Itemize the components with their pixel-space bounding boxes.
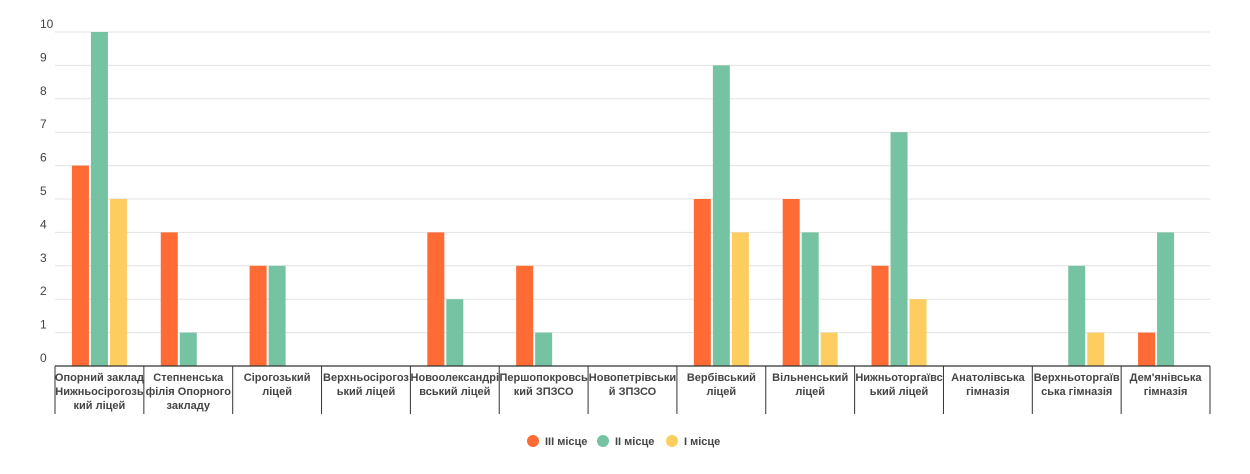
category-label: Нижньосірогозь: [55, 386, 144, 398]
category-label: Новоолександрі: [411, 372, 500, 384]
bar: [1087, 332, 1105, 366]
category-label: Верхньосірогоз: [323, 372, 409, 384]
y-tick-label: 1: [40, 318, 47, 332]
category-label: Вільненський: [772, 372, 848, 384]
category-label: закладу: [167, 400, 211, 412]
category-label: ська гімназія: [1041, 386, 1112, 398]
bar: [801, 232, 819, 366]
legend-swatch: [597, 435, 609, 447]
category-label: Степненська: [153, 372, 224, 384]
category-label: ький ліцей: [337, 386, 396, 398]
bar: [90, 32, 108, 366]
bar: [179, 332, 197, 366]
bar: [427, 232, 445, 366]
y-axis-ticks: 0 1 2 3 4 5 6 7 8 9 10: [40, 17, 54, 365]
category-label: ький ліцей: [870, 386, 929, 398]
y-tick-label: 10: [40, 17, 54, 31]
category-label: Нижньоторгаївс: [855, 372, 942, 384]
category-label: ліцей: [707, 386, 737, 398]
bar: [731, 232, 749, 366]
y-tick-label: 5: [40, 184, 47, 198]
legend: ІІІ місце ІІ місце І місце: [527, 435, 720, 448]
category-label: ліцей: [262, 386, 292, 398]
category-label: гімназія: [1144, 386, 1188, 398]
category-label: Дем'янівська: [1130, 372, 1203, 384]
bar: [1157, 232, 1175, 366]
category-label: Верхньоторгаїв: [1034, 372, 1120, 384]
y-tick-label: 3: [40, 251, 47, 265]
legend-swatch: [527, 435, 539, 447]
legend-swatch: [666, 435, 678, 447]
bar: [535, 332, 553, 366]
category-label: кий ЗПЗСО: [514, 386, 574, 398]
gridlines: [55, 31, 1210, 334]
x-axis: Опорний заклад Нижньосірогозь кий ліцей Сте…: [54, 365, 1211, 414]
bar: [1138, 332, 1156, 366]
category-label: Анатолівська: [951, 372, 1025, 384]
y-tick-label: 7: [40, 117, 47, 131]
bar: [160, 232, 178, 366]
y-tick-label: 6: [40, 151, 47, 165]
bar: [71, 165, 89, 366]
legend-label: І місце: [684, 436, 720, 448]
category-label: Опорний заклад: [55, 372, 144, 384]
bar: [871, 265, 889, 366]
category-label: кий ліцей: [74, 400, 126, 412]
bar: [268, 265, 286, 366]
y-tick-label: 8: [40, 84, 47, 98]
y-tick-label: 4: [40, 217, 47, 231]
category-label: Першопокровсь: [499, 372, 588, 384]
y-tick-label: 9: [40, 50, 47, 64]
bar: [890, 132, 908, 366]
category-label: вський ліцей: [419, 386, 490, 398]
category-label: Новопетрівськи: [589, 372, 676, 384]
bar: [712, 65, 730, 367]
bars: [71, 32, 1175, 367]
category-label: й ЗПЗСО: [609, 386, 657, 398]
bar: [693, 199, 711, 366]
bar: [1068, 265, 1086, 366]
legend-label: ІІ місце: [615, 436, 654, 448]
bar: [909, 299, 927, 366]
bar: [782, 199, 800, 366]
category-label: Вербівський: [687, 372, 756, 384]
category-label: Сірогозький: [244, 372, 311, 384]
legend-label: ІІІ місце: [545, 436, 587, 448]
bar: [516, 265, 534, 366]
bar: [820, 332, 838, 366]
y-tick-label: 0: [40, 351, 47, 365]
bar: [249, 265, 267, 366]
category-label: філія Опорного: [146, 386, 232, 398]
bar: [446, 299, 464, 366]
category-label: ліцей: [795, 386, 825, 398]
bar: [109, 199, 127, 366]
y-tick-label: 2: [40, 284, 47, 298]
category-label: гімназія: [966, 386, 1010, 398]
